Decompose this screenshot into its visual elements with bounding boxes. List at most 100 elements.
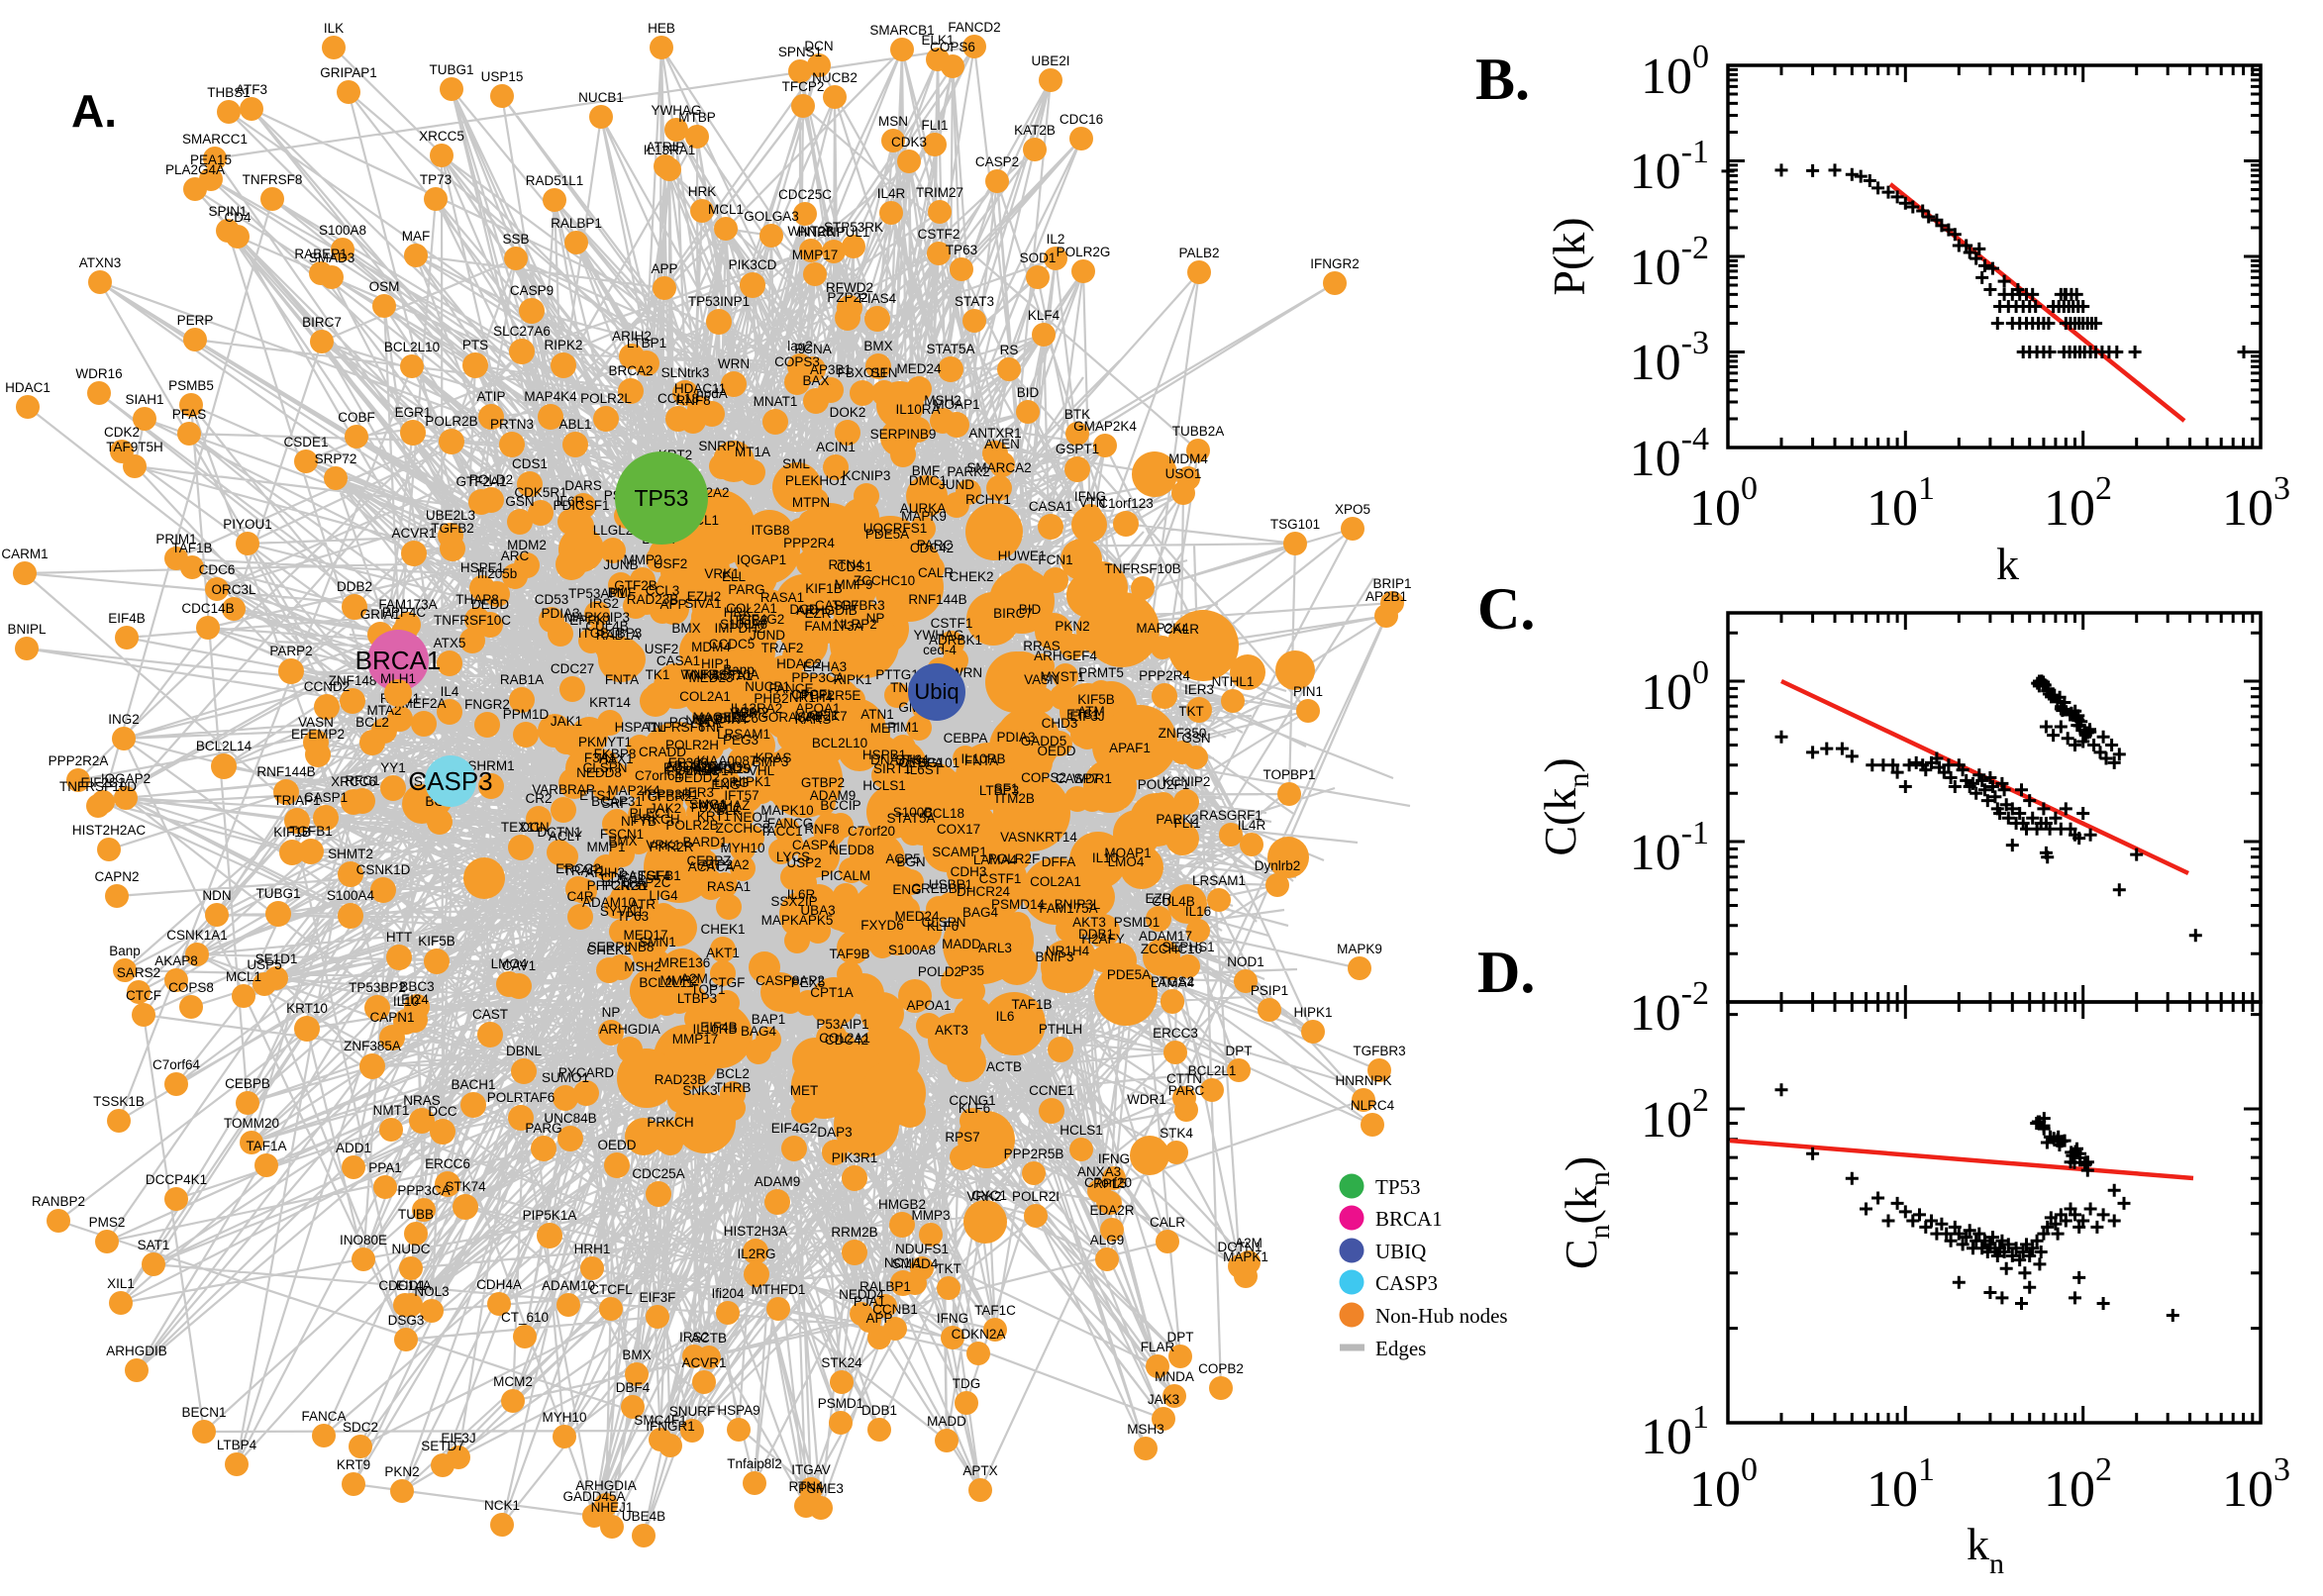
svg-text:TGFB1: TGFB1 [638,868,681,883]
svg-text:COL2A1: COL2A1 [726,601,777,616]
svg-text:ARHGDIB: ARHGDIB [796,603,858,618]
svg-text:CEBPA: CEBPA [899,755,944,770]
svg-text:EIF4G2: EIF4G2 [771,1121,818,1136]
svg-text:CASP4: CASP4 [792,838,837,852]
svg-text:IFNG: IFNG [1074,489,1106,504]
svg-text:IL10RA: IL10RA [895,402,940,417]
svg-text:ZCCHC8: ZCCHC8 [716,821,770,836]
svg-text:RASSF4: RASSF4 [619,868,671,883]
svg-text:PRTN3: PRTN3 [490,417,534,432]
svg-text:LMO4: LMO4 [491,956,528,971]
svg-text:PERP: PERP [177,313,214,328]
svg-text:RALBP1: RALBP1 [859,1279,911,1294]
svg-text:SLC27A6: SLC27A6 [493,324,551,339]
svg-text:MTA2: MTA2 [366,703,401,718]
svg-text:VARBRAP: VARBRAP [532,782,595,797]
svg-text:CCNE1: CCNE1 [1029,1083,1074,1098]
svg-text:MDM4: MDM4 [1168,451,1208,466]
svg-text:YWHAG: YWHAG [913,628,963,643]
svg-text:BMX: BMX [863,339,892,353]
svg-text:PPP2R4: PPP2R4 [1139,668,1190,683]
svg-text:BMX: BMX [608,834,637,848]
svg-text:GFI1: GFI1 [809,708,839,723]
svg-text:ING2: ING2 [108,712,140,727]
svg-text:CALR: CALR [1163,622,1199,637]
svg-text:EPPK1: EPPK1 [569,613,613,628]
svg-text:SSX2IP: SSX2IP [770,894,817,909]
svg-text:TAF9T5H: TAF9T5H [106,440,163,454]
svg-text:CTCF: CTCF [126,988,161,1003]
svg-text:CTGF: CTGF [709,975,746,990]
svg-text:RPL5: RPL5 [1093,1176,1127,1191]
svg-text:IL4R: IL4R [877,186,906,201]
svg-text:ACVR1: ACVR1 [391,526,436,541]
svg-text:RASA1: RASA1 [707,879,751,894]
svg-text:AKT3: AKT3 [1072,915,1106,930]
svg-text:SMAD3: SMAD3 [309,250,355,265]
svg-text:ANTXR1: ANTXR1 [968,426,1021,441]
svg-text:CDC6: CDC6 [199,562,236,577]
svg-text:ERCC6: ERCC6 [425,1156,470,1171]
svg-text:IL10: IL10 [1092,850,1118,865]
svg-text:HTT: HTT [386,930,412,945]
svg-text:SPIN1: SPIN1 [208,204,247,219]
svg-text:PTHLH: PTHLH [1039,1022,1082,1037]
svg-text:POU2F1: POU2F1 [1138,777,1190,792]
svg-text:JAK1: JAK1 [551,714,582,729]
svg-text:CASP2: CASP2 [975,154,1019,169]
svg-text:ERCC3: ERCC3 [1153,1026,1198,1041]
svg-text:PDE5A: PDE5A [865,527,909,542]
svg-text:AP2B1: AP2B1 [1365,589,1407,604]
svg-text:PPP2R4: PPP2R4 [783,536,835,550]
svg-text:10-2: 10-2 [1630,975,1709,1042]
svg-text:TGFBR3: TGFBR3 [832,598,884,613]
svg-text:CTCFL: CTCFL [589,1282,633,1297]
svg-text:SNRPN: SNRPN [698,439,745,453]
svg-text:MNAT1: MNAT1 [754,394,798,409]
svg-text:IL6R: IL6R [556,494,585,509]
svg-text:HSPA1L: HSPA1L [615,720,665,735]
svg-text:SE1D1: SE1D1 [255,951,298,966]
svg-text:FANCG: FANCG [767,816,814,831]
svg-text:DFFA: DFFA [1042,854,1076,869]
svg-text:POLR2C: POLR2C [666,763,720,778]
svg-text:DBF4: DBF4 [616,1380,651,1395]
svg-text:USBP1: USBP1 [929,877,972,892]
svg-text:VTN: VTN [1079,495,1106,510]
svg-text:SIRT1: SIRT1 [873,761,911,776]
svg-text:C.: C. [1477,576,1535,642]
svg-text:IL6: IL6 [996,1009,1015,1024]
svg-text:KRAS: KRAS [756,750,792,765]
svg-text:102: 102 [1641,1082,1709,1148]
svg-text:ACIN1: ACIN1 [816,440,856,454]
svg-text:IL6ST: IL6ST [906,762,942,777]
svg-text:IL10: IL10 [393,994,419,1009]
svg-text:RIPK2: RIPK2 [544,338,582,352]
svg-text:HDAC11: HDAC11 [674,381,726,396]
svg-text:SMARCC1: SMARCC1 [182,132,248,147]
svg-text:CD4: CD4 [224,210,251,225]
svg-text:MAPK8IP3: MAPK8IP3 [564,610,630,625]
svg-text:MYH10: MYH10 [720,841,764,855]
svg-text:CASP7: CASP7 [1056,771,1099,786]
svg-text:THBS1: THBS1 [207,85,251,100]
svg-text:BCCIP: BCCIP [820,798,860,813]
svg-text:KLF6: KLF6 [959,1101,990,1116]
svg-text:NHEJ1: NHEJ1 [591,1500,634,1515]
svg-text:JAK3: JAK3 [1148,1392,1179,1407]
svg-text:PYCARD: PYCARD [558,1065,615,1080]
svg-text:CCDC5: CCDC5 [709,637,756,651]
svg-text:RRM2B: RRM2B [831,1225,877,1240]
svg-text:SF1: SF1 [994,781,1019,796]
svg-text:UBE2I: UBE2I [1031,53,1069,68]
svg-text:ETS1: ETS1 [1066,707,1100,722]
svg-text:COX17: COX17 [937,822,980,837]
svg-text:LMO4: LMO4 [1108,854,1145,869]
svg-text:WNT2B: WNT2B [787,224,834,239]
svg-text:MED23: MED23 [688,670,733,685]
svg-text:MED24: MED24 [894,909,940,924]
svg-text:TOP1: TOP1 [690,982,725,997]
svg-text:KRT14: KRT14 [1036,830,1077,845]
svg-text:NOL3: NOL3 [414,1284,449,1299]
svg-text:BAG4: BAG4 [962,905,999,920]
